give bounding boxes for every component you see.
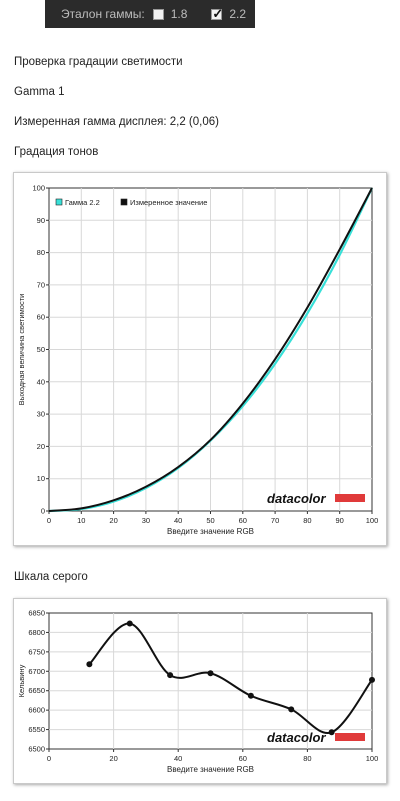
plot-area [48,612,373,750]
x-tick-label: 70 [271,516,279,525]
y-tick-label: 100 [32,184,45,193]
y-tick-label: 6550 [28,725,45,734]
y-axis-label: Кельвину [17,664,26,697]
y-tick-label: 60 [37,313,45,322]
y-tick-label: 10 [37,474,45,483]
y-tick-label: 6800 [28,628,45,637]
legend-label: Гамма 2.2 [65,198,100,207]
x-tick-label: 20 [109,754,117,763]
y-tick-label: 6650 [28,686,45,695]
datacolor-logo-text: datacolor [267,730,326,745]
datacolor-logo-bar [335,733,365,741]
data-point [328,729,335,736]
y-tick-label: 6500 [28,745,45,754]
x-tick-label: 80 [303,516,311,525]
x-tick-label: 0 [47,516,51,525]
x-tick-label: 0 [47,754,51,763]
legend-swatch [55,198,63,206]
data-point [247,692,254,699]
y-tick-label: 70 [37,280,45,289]
data-point [167,672,174,679]
y-tick-label: 20 [37,442,45,451]
y-tick-label: 0 [41,507,45,516]
gamma-18-checkbox[interactable] [152,8,164,20]
y-tick-label: 6700 [28,667,45,676]
x-axis-label: Введите значение RGB [167,765,254,774]
x-tick-label: 40 [174,754,182,763]
measured-gamma-text: Измеренная гамма дисплея: 2,2 (0,06) [14,116,219,128]
tone-chart-panel: 0 10 20 30 40 50 60 70 80 90 100 0 10 20 30 40 50 60 70 80 9… [13,172,387,546]
profile-name: Gamma 1 [14,86,65,98]
tone-gradation-chart: 0 10 20 30 40 50 60 70 80 90 100 0 10 20 30 40 50 60 70 80 9… [17,184,379,537]
gray-chart-panel: 0 20 40 60 80 100 6500 6550 6600 6650 6700 6750 6800… [13,598,387,784]
gray-scale-title: Шкала серого [14,571,88,583]
x-axis-label: Введите значение RGB [167,527,254,536]
x-tick-label: 80 [303,754,311,763]
series-line-1 [48,187,373,512]
gray-scale-chart: 0 20 40 60 80 100 6500 6550 6600 6650 6700 6750 6800… [17,609,379,775]
section-title: Проверка градации светимости [14,56,183,68]
x-tick-label: 10 [77,516,85,525]
gamma-reference-toolbar: Эталон гаммы: 1.8 2.2 [45,0,255,28]
data-point [369,676,375,683]
x-tick-label: 90 [336,516,344,525]
legend-swatch [120,198,128,206]
x-tick-label: 60 [239,754,247,763]
y-tick-label: 6850 [28,609,45,618]
y-tick-label: 40 [37,377,45,386]
y-tick-label: 80 [37,248,45,257]
tone-gradation-title: Градация тонов [14,146,99,158]
gamma-reference-label: Эталон гаммы: [61,7,145,21]
gamma-22-checkbox[interactable] [211,6,223,22]
gamma-18-label[interactable]: 1.8 [170,7,188,21]
legend-label: Измеренное значение [130,198,207,207]
x-tick-label: 20 [109,516,117,525]
y-tick-label: 30 [37,410,45,419]
x-tick-label: 40 [174,516,182,525]
y-tick-label: 6600 [28,706,45,715]
y-axis-label: Выходная величина светимости [17,294,26,406]
data-point [126,620,133,627]
x-tick-label: 100 [366,516,379,525]
y-tick-label: 6750 [28,647,45,656]
data-point [86,661,93,668]
data-point [288,706,295,713]
y-tick-label: 90 [37,216,45,225]
data-point [207,670,214,677]
gamma-22-label[interactable]: 2.2 [229,7,247,21]
y-tick-label: 50 [37,345,45,354]
datacolor-logo-bar [335,494,365,502]
top-bar: Эталон гаммы: 1.8 2.2 [0,0,400,28]
x-tick-label: 30 [142,516,150,525]
x-tick-label: 60 [239,516,247,525]
x-tick-label: 50 [206,516,214,525]
datacolor-logo-text: datacolor [267,491,326,506]
x-tick-label: 100 [366,754,379,763]
